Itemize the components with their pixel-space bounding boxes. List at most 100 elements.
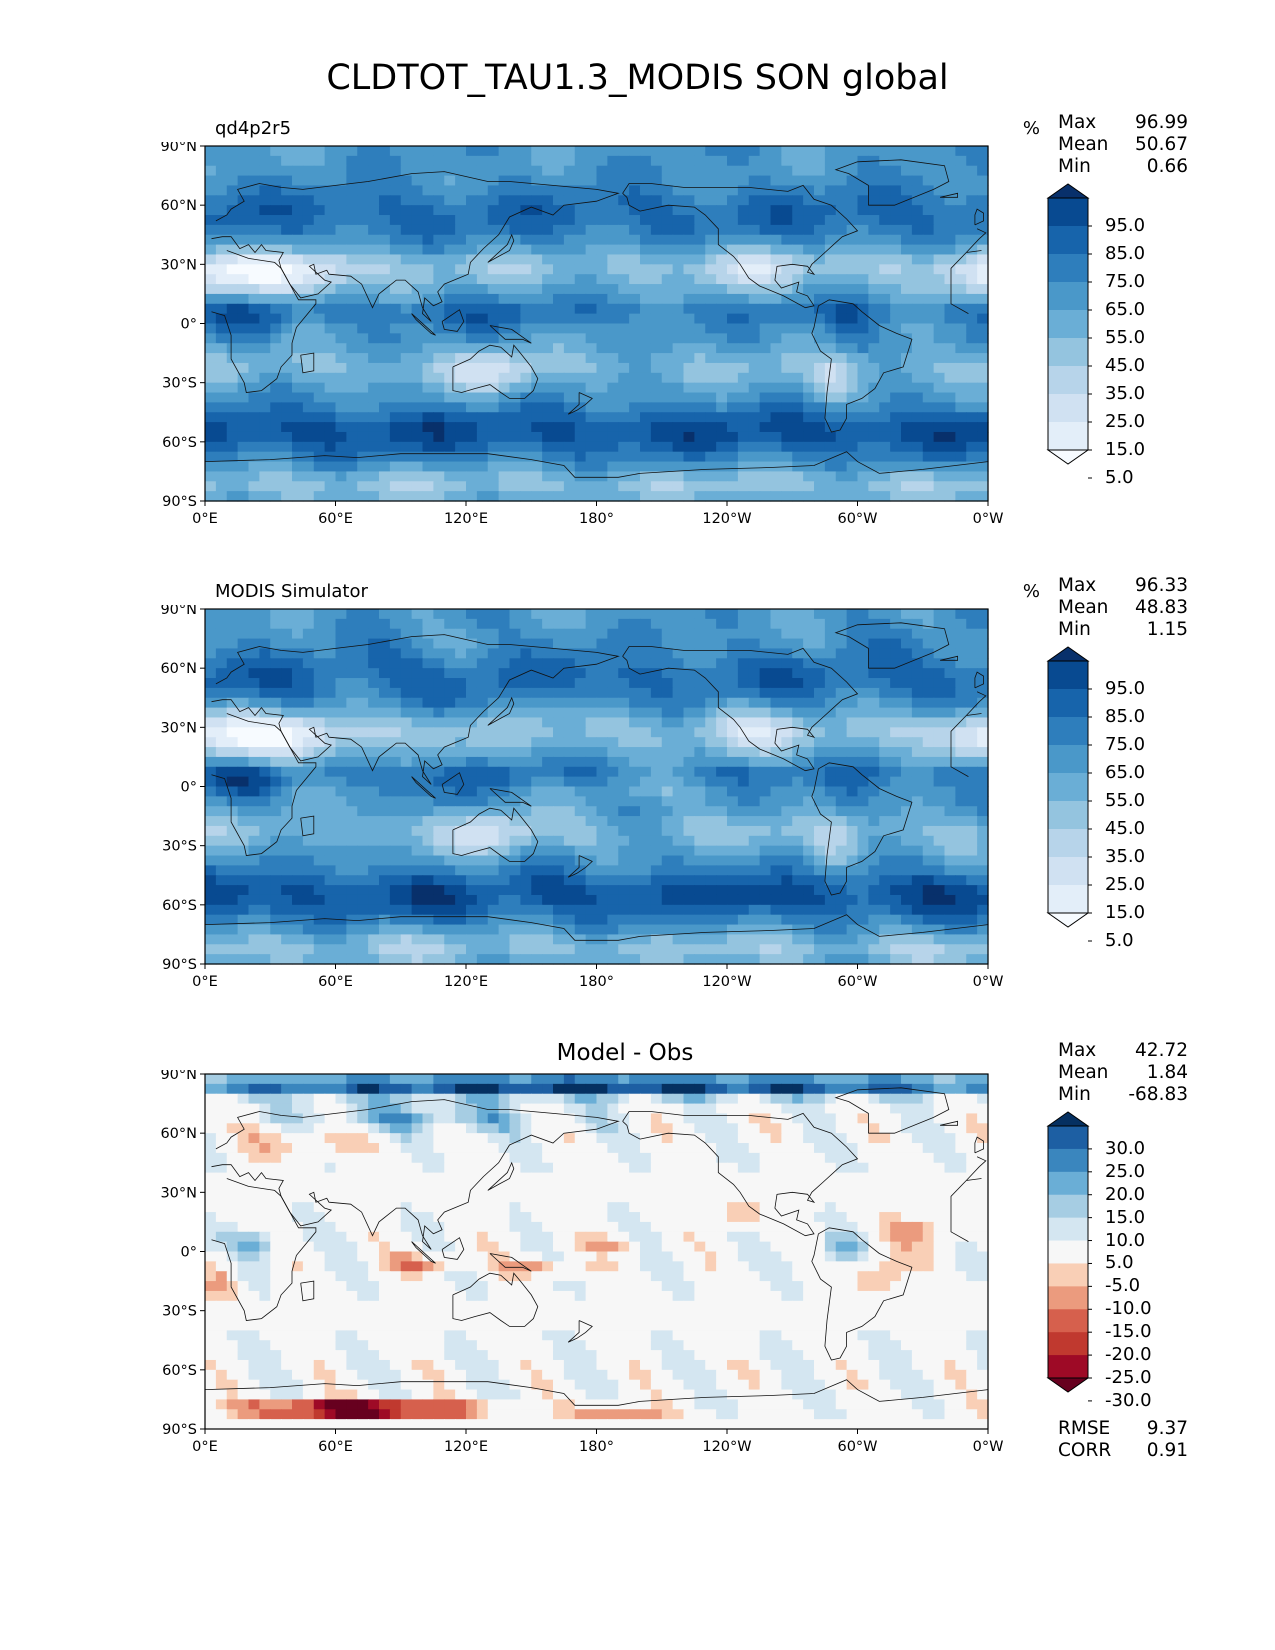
heatmap-cell [879, 628, 891, 640]
heatmap-cell [270, 224, 282, 236]
heatmap-cell [933, 806, 946, 817]
heatmap-cell [792, 618, 804, 630]
heatmap-cell [302, 756, 315, 768]
heatmap-cell [455, 816, 467, 827]
heatmap-cell [444, 835, 456, 847]
heatmap-cell [890, 441, 902, 453]
heatmap-cell [640, 323, 652, 334]
heatmap-cell [683, 333, 695, 344]
heatmap-cell [281, 343, 293, 354]
heatmap-cell [585, 274, 598, 285]
heatmap-cell [716, 274, 728, 285]
heatmap-cell [281, 894, 293, 906]
heatmap-cell [966, 894, 978, 906]
heatmap-cell [379, 274, 391, 285]
heatmap-cell [781, 816, 793, 827]
heatmap-cell [781, 195, 793, 206]
heatmap-cell [911, 786, 924, 797]
heatmap-cell [618, 392, 630, 403]
heatmap-cell [650, 904, 663, 916]
heatmap-cell [248, 825, 260, 837]
heatmap-cell [770, 224, 782, 236]
heatmap-cell [705, 175, 717, 187]
heatmap-cell [661, 668, 674, 679]
heatmap-cell [281, 904, 293, 916]
heatmap-cell [509, 353, 521, 364]
heatmap-cell [226, 146, 239, 157]
heatmap-cell [890, 638, 902, 650]
heatmap-cell [922, 855, 935, 866]
heatmap-cell [313, 155, 326, 167]
heatmap-cell [324, 175, 337, 187]
heatmap-cell [846, 776, 859, 788]
heatmap-cell [520, 727, 532, 738]
heatmap-cell [705, 412, 717, 423]
heatmap-cell [814, 756, 826, 768]
heatmap-cell [640, 195, 652, 206]
heatmap-cell [672, 323, 685, 334]
heatmap-cell [901, 727, 913, 738]
heatmap-cell [737, 155, 750, 167]
heatmap-cell [770, 155, 782, 167]
heatmap-cell [520, 668, 532, 679]
heatmap-cell [933, 303, 946, 315]
heatmap-cell [944, 806, 956, 817]
heatmap-cell [966, 205, 978, 216]
heatmap-cell [922, 293, 935, 305]
heatmap-cell [759, 481, 772, 492]
heatmap-cell [596, 825, 608, 837]
heatmap-cell [215, 845, 228, 857]
heatmap-cell [618, 491, 630, 502]
heatmap-cell [335, 461, 347, 473]
heatmap-cell [618, 372, 630, 384]
heatmap-cell [966, 254, 978, 265]
heatmap-cell [737, 293, 750, 305]
heatmap-cell [379, 648, 391, 659]
heatmap-cell [226, 845, 239, 857]
heatmap-cell [781, 234, 793, 246]
heatmap-cell [977, 402, 989, 413]
heatmap-cell [944, 362, 956, 374]
heatmap-cell [857, 146, 869, 157]
heatmap-cell [748, 274, 761, 285]
heatmap-cell [520, 609, 532, 620]
heatmap-cell [509, 609, 521, 620]
heatmap-cell [346, 835, 358, 847]
heatmap-cell [901, 402, 913, 413]
heatmap-cell [520, 293, 532, 305]
heatmap-cell [661, 638, 674, 650]
heatmap-cell [683, 303, 695, 315]
heatmap-cell [955, 678, 967, 689]
heatmap-cell [846, 234, 859, 246]
heatmap-cell [922, 904, 935, 916]
heatmap-cell [509, 274, 521, 285]
heatmap-cell [933, 412, 946, 423]
heatmap-cell [422, 441, 434, 453]
heatmap-cell [759, 471, 772, 482]
heatmap-cell [346, 313, 358, 325]
heatmap-cell [444, 293, 456, 305]
heatmap-cell [368, 313, 380, 325]
heatmap-cell [368, 875, 380, 886]
heatmap-cell [433, 747, 445, 758]
heatmap-cell [411, 343, 424, 354]
heatmap-cell [368, 333, 380, 344]
heatmap-cell [629, 254, 641, 265]
heatmap-cell [368, 697, 380, 709]
heatmap-cell [803, 155, 815, 167]
heatmap-cell [966, 175, 978, 187]
heatmap-cell [933, 274, 946, 285]
heatmap-cell [542, 441, 554, 453]
heatmap-cell [879, 855, 891, 866]
heatmap-cell [803, 234, 815, 246]
heatmap-cell [607, 392, 619, 403]
heatmap-cell [640, 441, 652, 453]
heatmap-cell [368, 362, 380, 374]
heatmap-cell [890, 431, 902, 443]
heatmap-cell [824, 382, 837, 394]
heatmap-cell [553, 293, 565, 305]
heatmap-cell [574, 431, 587, 443]
heatmap-cell [389, 313, 402, 325]
heatmap-cell [640, 648, 652, 659]
heatmap-cell [585, 717, 598, 728]
